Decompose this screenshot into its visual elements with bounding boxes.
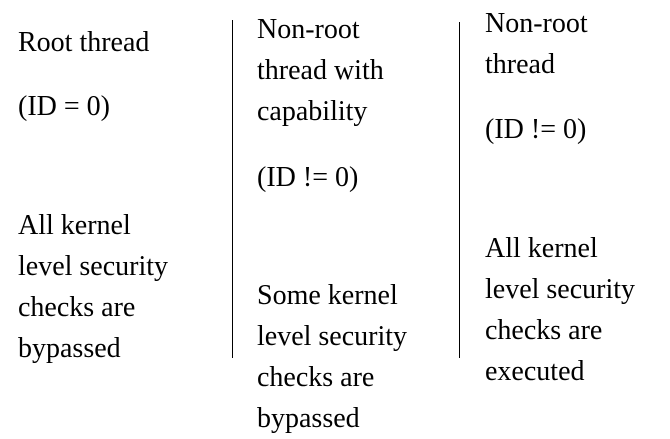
root-thread-id-label: (ID = 0) xyxy=(18,91,110,122)
description-line: checks are xyxy=(18,292,136,323)
root-thread-title: Root thread xyxy=(18,22,149,63)
description-line: level security xyxy=(18,251,169,282)
description-line: checks are xyxy=(257,362,375,393)
description-line: executed xyxy=(485,356,585,387)
title-line: Non-root xyxy=(257,14,360,45)
description-line: Some kernel xyxy=(257,280,398,311)
description-line: checks are xyxy=(485,315,603,346)
title-line: thread with xyxy=(257,55,384,86)
description-line: level security xyxy=(485,274,636,305)
non-root-thread-title: Non-root thread xyxy=(485,3,588,85)
capability-thread-title: Non-root thread with capability xyxy=(257,9,384,132)
capability-thread-id-label: (ID != 0) xyxy=(257,162,359,193)
description-line: bypassed xyxy=(257,403,360,434)
root-thread-description: All kernel level security checks are byp… xyxy=(18,205,168,369)
column-divider-2 xyxy=(459,22,460,358)
title-line: Root thread xyxy=(18,27,150,58)
column-divider-1 xyxy=(232,20,233,358)
capability-thread-description: Some kernel level security checks are by… xyxy=(257,275,407,439)
description-line: All kernel xyxy=(18,210,131,241)
non-root-thread-id-label: (ID != 0) xyxy=(485,114,587,145)
description-line: bypassed xyxy=(18,333,121,364)
description-line: All kernel xyxy=(485,233,598,264)
title-line: thread xyxy=(485,49,555,80)
description-line: level security xyxy=(257,321,408,352)
title-line: capability xyxy=(257,96,368,127)
title-line: Non-root xyxy=(485,8,588,39)
non-root-thread-description: All kernel level security checks are exe… xyxy=(485,228,635,392)
